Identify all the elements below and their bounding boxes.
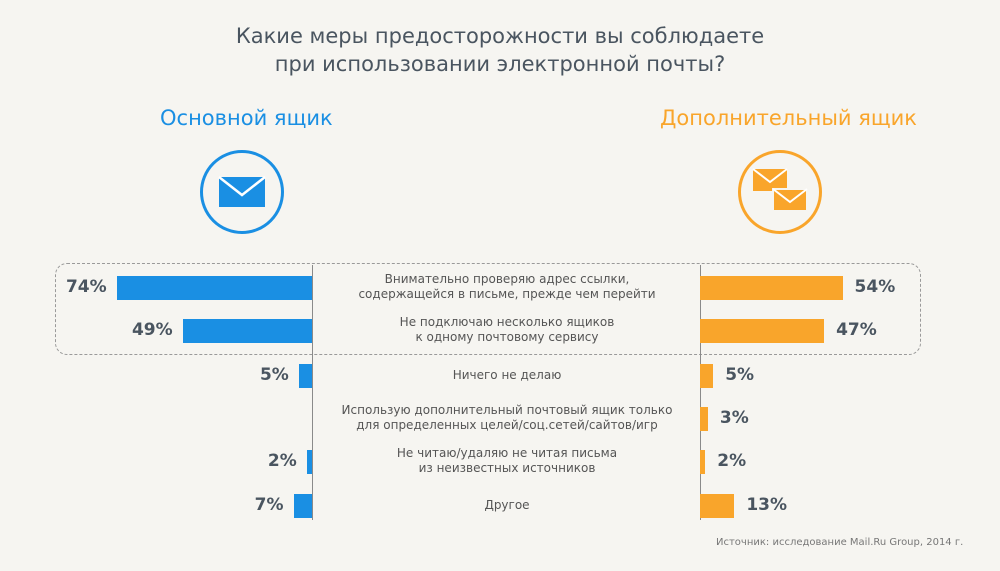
category-label: Использую дополнительный почтовый ящик т…	[322, 403, 692, 433]
category-label-line: для определенных целей/соц.сетей/сайтов/…	[356, 418, 658, 432]
category-label: Другое	[322, 498, 692, 513]
envelopes-icon	[738, 150, 822, 234]
value-label-secondary: 54%	[854, 277, 896, 297]
bar-primary	[116, 276, 312, 300]
value-label-secondary: 47%	[836, 320, 877, 340]
bar-primary	[182, 319, 312, 343]
bar-secondary	[700, 407, 708, 431]
left-axis	[312, 265, 313, 520]
highlight-box	[55, 263, 921, 355]
category-label: Не подключаю несколько ящиков к одному по…	[322, 315, 692, 345]
value-label-primary: 74%	[65, 277, 107, 297]
value-label-primary: 49%	[131, 320, 173, 340]
chart-title: Какие меры предосторожности вы соблюдает…	[0, 22, 1000, 78]
bar-secondary	[700, 494, 735, 518]
category-label-line: Не подключаю несколько ящиков	[399, 315, 615, 329]
category-label-line: Использую дополнительный почтовый ящик т…	[341, 403, 673, 417]
legend-primary: Основной ящик	[160, 106, 333, 130]
bar-secondary	[700, 319, 825, 343]
value-label-secondary: 3%	[719, 408, 749, 428]
category-label: Ничего не делаю	[322, 368, 692, 383]
title-line-1: Какие меры предосторожности вы соблюдает…	[235, 24, 765, 48]
value-label-primary: 5%	[259, 365, 289, 385]
value-label-secondary: 2%	[717, 451, 747, 471]
category-label: Не читаю/удаляю не читая письма из неизве…	[322, 446, 692, 476]
bar-primary	[293, 494, 312, 518]
category-label-line: содержащейся в письме, прежде чем перейт…	[358, 287, 656, 301]
value-label-primary: 2%	[267, 451, 297, 471]
value-label-secondary: 5%	[725, 365, 755, 385]
category-label-line: Ничего не делаю	[452, 368, 562, 382]
category-label-line: Не читаю/удаляю не читая письма	[396, 446, 618, 460]
bar-primary	[298, 364, 312, 388]
category-label-line: из неизвестных источников	[418, 461, 596, 475]
bar-secondary	[700, 450, 706, 474]
bar-secondary	[700, 364, 714, 388]
envelope-icon	[200, 150, 284, 234]
value-label-primary: 7%	[254, 495, 284, 515]
category-label-line: к одному почтовому сервису	[415, 330, 599, 344]
bar-primary	[306, 450, 312, 474]
legend-secondary: Дополнительный ящик	[660, 106, 917, 130]
source-note: Источник: исследование Mail.Ru Group, 20…	[716, 537, 964, 548]
title-line-2: при использовании электронной почты?	[274, 52, 726, 76]
category-label-line: Внимательно проверяю адрес ссылки,	[384, 272, 630, 286]
right-axis	[700, 265, 701, 520]
value-label-secondary: 13%	[746, 495, 788, 515]
category-label-line: Другое	[484, 498, 530, 512]
category-label: Внимательно проверяю адрес ссылки, содерж…	[322, 272, 692, 302]
bar-secondary	[700, 276, 843, 300]
